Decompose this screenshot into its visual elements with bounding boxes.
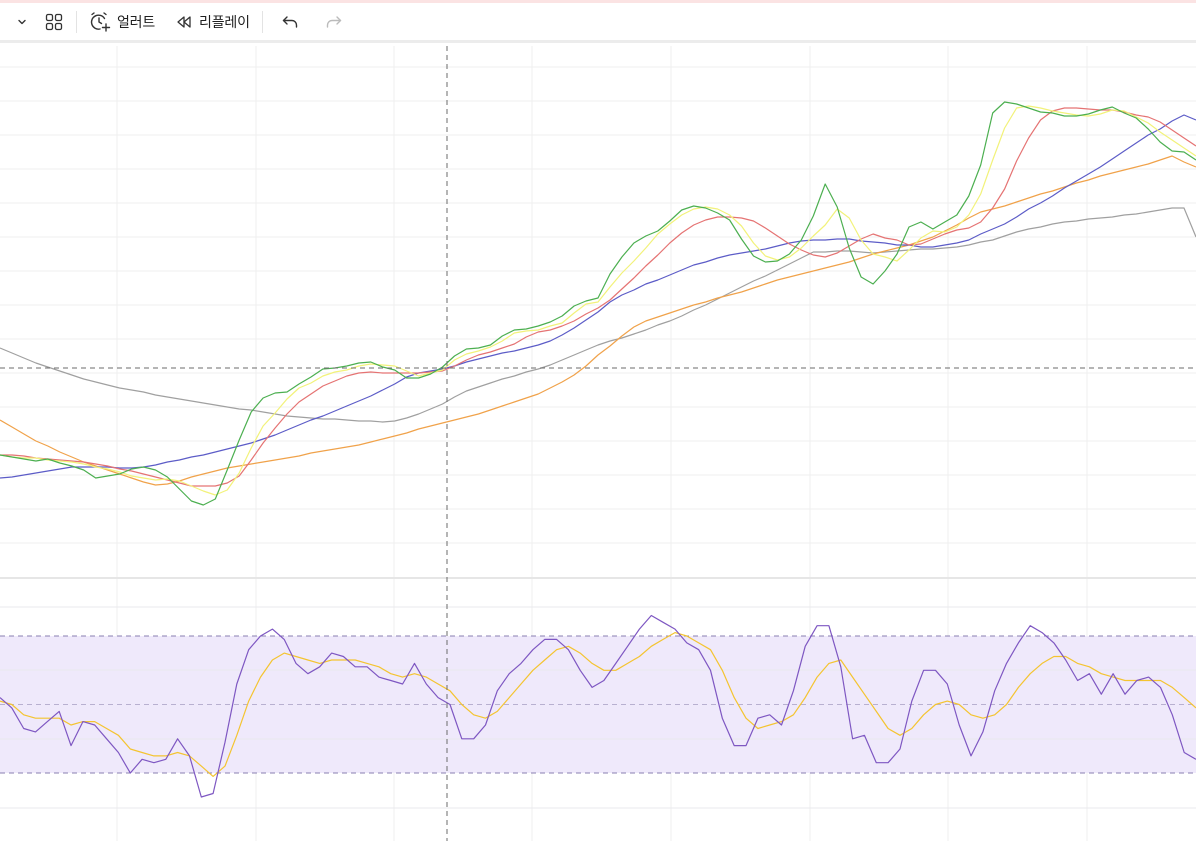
replay-button[interactable]: 리플레이 [169,6,256,38]
series-line-ma10 [0,105,1196,496]
toolbar-divider [261,10,263,33]
alert-label: 얼러트 [117,14,156,31]
redo-icon [325,13,343,31]
chart-toolbar: 얼러트 리플레이 [0,3,1196,43]
chevron-down-icon [16,16,28,28]
series-line-rsi_signal [0,631,1196,778]
chart-area[interactable] [0,46,1196,841]
series-line-ma20 [0,107,1196,487]
collapse-button[interactable] [10,6,34,38]
undo-button[interactable] [275,6,305,38]
alarm-add-icon [89,11,111,33]
layout-button[interactable] [38,6,70,38]
series-line-ma5 [0,101,1196,506]
undo-icon [281,13,299,31]
redo-button[interactable] [319,6,349,38]
top-accent-line [0,0,1196,3]
chart-canvas[interactable] [0,46,1196,841]
toolbar-divider [76,10,77,33]
series-line-ma60 [0,114,1196,479]
rewind-icon [175,13,193,31]
replay-label: 리플레이 [199,14,250,31]
series-line-ma120 [0,155,1196,486]
series-line-ma240 [0,207,1196,423]
grid-layout-icon [44,12,64,32]
series-line-rsi [0,614,1196,798]
alert-button[interactable]: 얼러트 [83,6,161,38]
